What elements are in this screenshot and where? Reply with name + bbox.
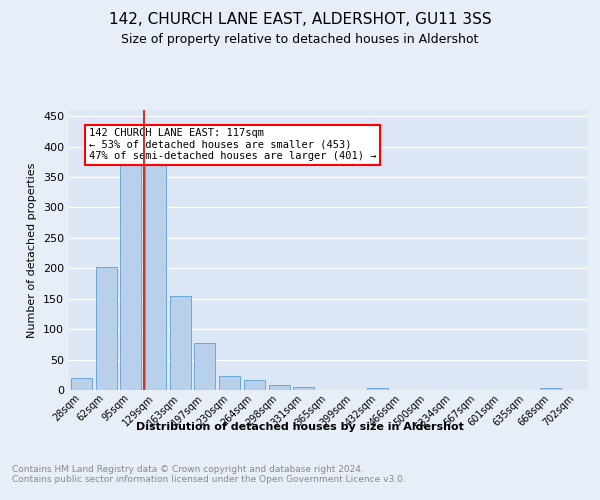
Bar	[120, 166, 141, 390]
Bar	[293, 387, 314, 390]
Bar	[71, 378, 92, 390]
Bar	[95, 267, 116, 390]
Bar	[541, 388, 562, 390]
Bar	[244, 380, 265, 390]
Text: Distribution of detached houses by size in Aldershot: Distribution of detached houses by size …	[136, 422, 464, 432]
Text: Contains HM Land Registry data © Crown copyright and database right 2024.
Contai: Contains HM Land Registry data © Crown c…	[12, 465, 406, 484]
Bar	[219, 376, 240, 390]
Bar	[194, 342, 215, 390]
Text: 142 CHURCH LANE EAST: 117sqm
← 53% of detached houses are smaller (453)
47% of s: 142 CHURCH LANE EAST: 117sqm ← 53% of de…	[89, 128, 376, 162]
Y-axis label: Number of detached properties: Number of detached properties	[28, 162, 37, 338]
Bar	[145, 166, 166, 390]
Bar	[367, 388, 388, 390]
Bar	[269, 384, 290, 390]
Bar	[170, 296, 191, 390]
Text: Size of property relative to detached houses in Aldershot: Size of property relative to detached ho…	[121, 32, 479, 46]
Text: 142, CHURCH LANE EAST, ALDERSHOT, GU11 3SS: 142, CHURCH LANE EAST, ALDERSHOT, GU11 3…	[109, 12, 491, 28]
